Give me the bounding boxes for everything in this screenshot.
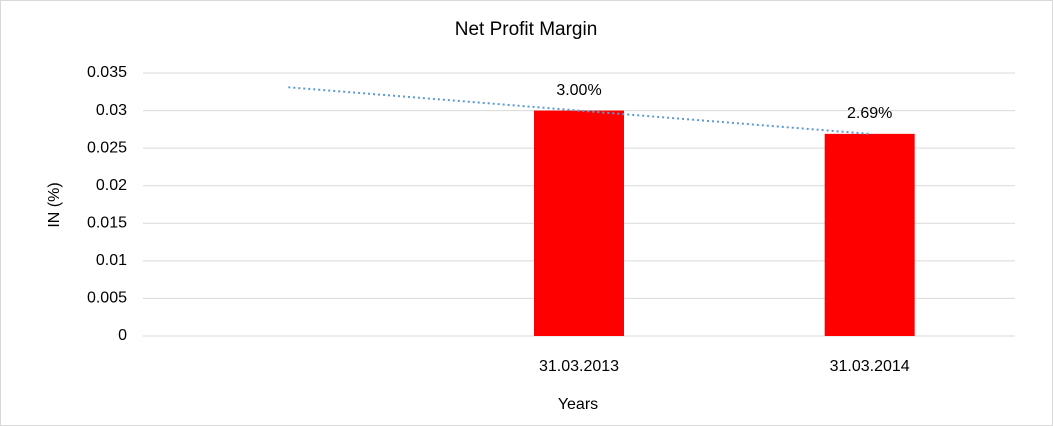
y-tick-label: 0.005 [87,290,127,307]
y-tick-label: 0.035 [87,64,127,81]
y-tick-label: 0.015 [87,215,127,232]
x-tick-label: 31.03.2013 [539,358,619,375]
y-tick-label: 0 [118,327,127,344]
chart-title: Net Profit Margin [455,19,598,40]
bar [534,110,624,336]
y-tick-label: 0.02 [96,177,127,194]
data-label: 2.69% [847,105,892,122]
bar [824,133,915,336]
y-tick-label: 0.01 [96,252,127,269]
x-tick-label: 31.03.2014 [830,358,910,375]
y-tick-label: 0.025 [87,139,127,156]
y-axis-label: IN (%) [46,182,63,227]
data-label: 3.00% [556,82,601,99]
trendline [288,86,870,135]
y-tick-label: 0.03 [96,102,127,119]
x-axis-label: Years [558,396,598,413]
